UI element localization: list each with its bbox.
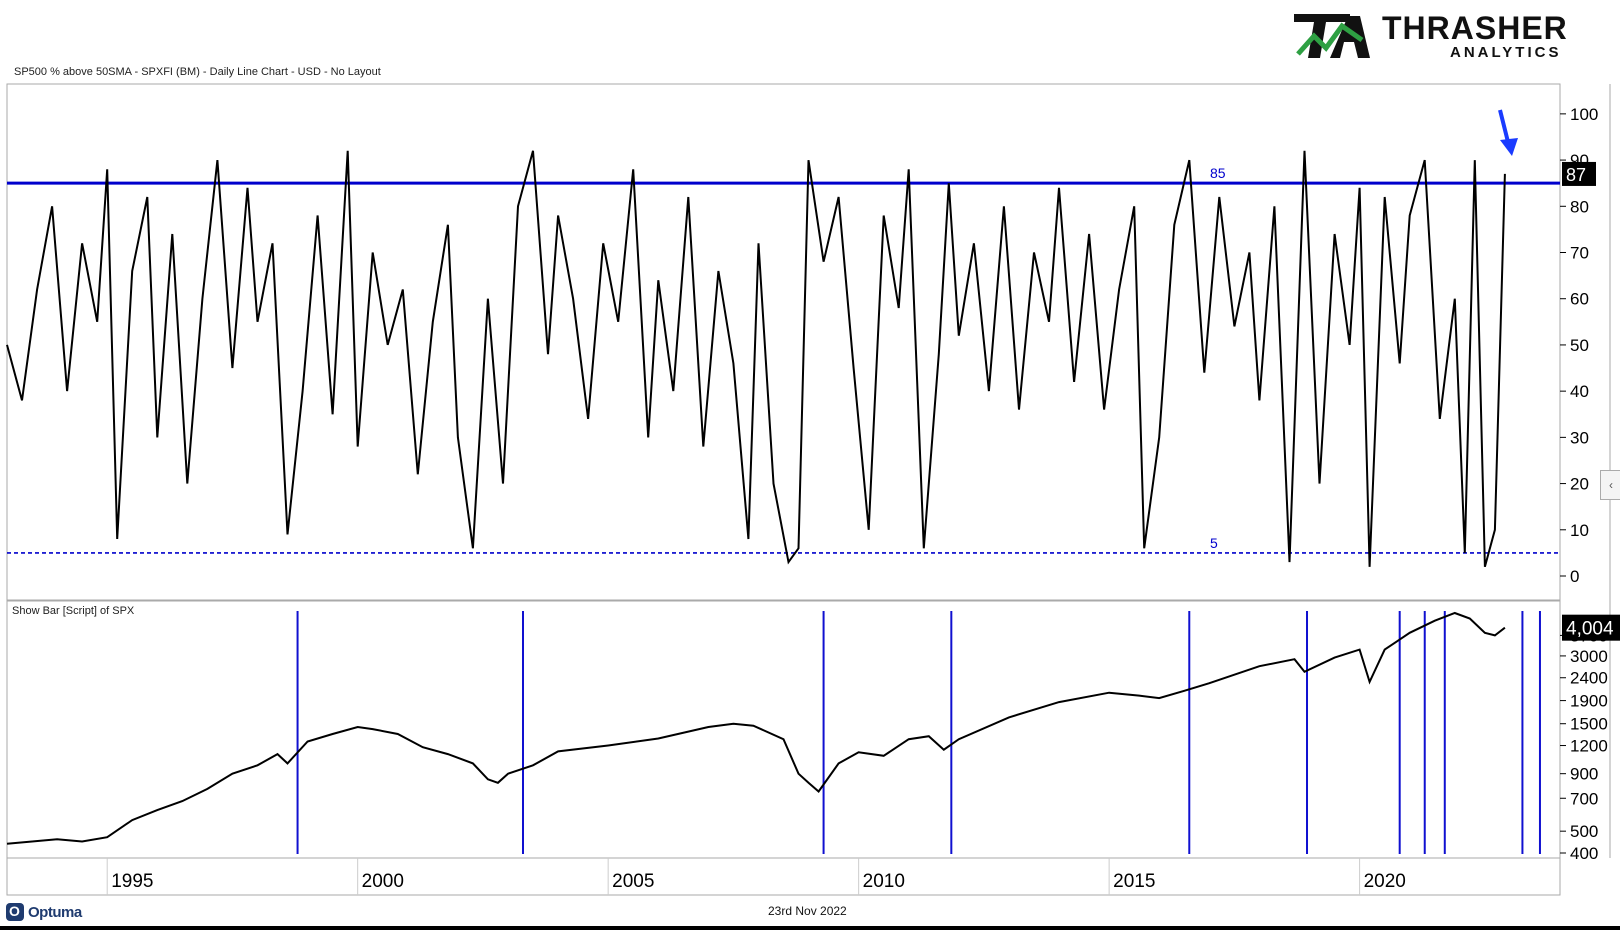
- last-value-label: 87: [1566, 165, 1586, 185]
- y2-tick-label: 900: [1570, 765, 1598, 784]
- optuma-logo-icon: O: [6, 903, 24, 921]
- y2-tick-label: 2400: [1570, 669, 1608, 688]
- annotation-arrow-shaft: [1498, 109, 1510, 143]
- y2-tick-label: 1200: [1570, 737, 1608, 756]
- brand-subtitle: ANALYTICS: [1450, 44, 1562, 61]
- x-tick-label: 2020: [1364, 871, 1406, 892]
- annotation-arrow-head: [1500, 138, 1518, 156]
- xaxis-frame: [6, 857, 1561, 896]
- reference-label-85: 85: [1210, 165, 1226, 181]
- bottom-bar: [0, 926, 1620, 930]
- reference-label-5: 5: [1210, 535, 1218, 551]
- y1-tick-label: 40: [1570, 382, 1589, 401]
- x-tick-label: 1995: [111, 871, 153, 892]
- panel1-frame: [6, 83, 1561, 601]
- footer-date: 23rd Nov 2022: [768, 904, 847, 918]
- y2-tick-label: 700: [1570, 789, 1598, 808]
- breadth-series-line: [6, 150, 1506, 568]
- panel2-frame: [6, 600, 1561, 859]
- x-tick-label: 2015: [1113, 871, 1155, 892]
- y1-tick-label: 0: [1570, 567, 1579, 586]
- y1-tick-label: 10: [1570, 521, 1589, 540]
- footer-logo: Optuma: [28, 904, 82, 921]
- brand-logo: THRASHER ANALYTICS: [1290, 6, 1590, 66]
- y1-tick-label: 20: [1570, 475, 1589, 494]
- brand-mark-icon: [1294, 14, 1370, 58]
- x-tick-label: 2005: [612, 871, 654, 892]
- y2-tick-label: 1500: [1570, 715, 1608, 734]
- y1-tick-label: 70: [1570, 244, 1589, 263]
- y1-tick-label: 80: [1570, 197, 1589, 216]
- brand-name: THRASHER: [1382, 10, 1568, 46]
- last-price-label: 4,004: [1566, 619, 1614, 640]
- y2-tick-label: 500: [1570, 822, 1598, 841]
- x-tick-label: 2000: [362, 871, 404, 892]
- last-value-badge: [1562, 161, 1596, 186]
- chart-title: SP500 % above 50SMA - SPXFI (BM) - Daily…: [14, 66, 381, 78]
- spx-price-line: [6, 611, 1506, 845]
- y1-tick-label: 60: [1570, 290, 1589, 309]
- y2-tick-label: 3000: [1570, 647, 1608, 666]
- y1-tick-label: 50: [1570, 336, 1589, 355]
- y2-tick-label: 1900: [1570, 692, 1608, 711]
- last-price-badge: [1562, 614, 1620, 641]
- panel2-title: Show Bar [Script] of SPX: [12, 605, 135, 617]
- y1-tick-label: 100: [1570, 105, 1598, 124]
- y2-tick-label: 400: [1570, 844, 1598, 863]
- y1-tick-label: 30: [1570, 428, 1589, 447]
- x-tick-label: 2010: [863, 871, 905, 892]
- collapse-tab[interactable]: ‹: [1600, 470, 1620, 500]
